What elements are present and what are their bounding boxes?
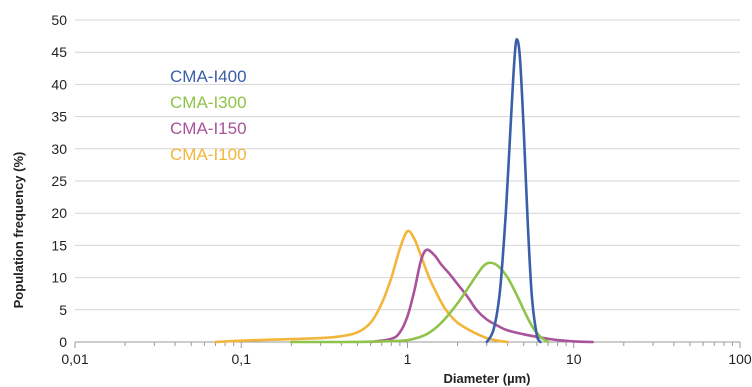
series-lines	[214, 38, 594, 344]
x-tick-label: 10	[566, 351, 582, 367]
y-tick-label: 5	[59, 302, 67, 318]
x-tick-label: 100	[728, 351, 752, 367]
y-tick-label: 15	[51, 237, 67, 253]
y-axis-title: Population frequency (%)	[11, 152, 26, 309]
series-line-cma-i400	[485, 38, 542, 344]
axes	[74, 341, 741, 348]
y-tick-label: 25	[51, 173, 67, 189]
x-tick-label: 0,1	[232, 351, 252, 367]
legend-label-cma-i150: CMA-I150	[170, 119, 247, 138]
y-tick-label: 0	[59, 334, 67, 350]
x-tick-label: 1	[404, 351, 412, 367]
gridlines	[75, 19, 740, 311]
x-tick-label: 0,01	[61, 351, 88, 367]
legend: CMA-I400 CMA-I300 CMA-I150 CMA-I100	[170, 67, 247, 164]
legend-label-cma-i100: CMA-I100	[170, 145, 247, 164]
y-tick-label: 35	[51, 109, 67, 125]
tick-labels: 0 5 10 15 20 25 30 35 40 45 50 0,01 0,1 1 10 100	[51, 12, 751, 367]
y-tick-label: 45	[51, 44, 67, 60]
y-tick-label: 20	[51, 205, 67, 221]
series-line-cma-i150	[369, 248, 594, 344]
x-axis-title: Diameter (µm)	[444, 371, 531, 386]
series-line-cma-i100	[214, 229, 509, 344]
series-line-cma-i300	[290, 261, 550, 344]
y-tick-label: 40	[51, 76, 67, 92]
legend-label-cma-i400: CMA-I400	[170, 67, 247, 86]
y-tick-label: 50	[51, 12, 67, 28]
y-tick-label: 10	[51, 270, 67, 286]
y-tick-label: 30	[51, 141, 67, 157]
legend-label-cma-i300: CMA-I300	[170, 93, 247, 112]
